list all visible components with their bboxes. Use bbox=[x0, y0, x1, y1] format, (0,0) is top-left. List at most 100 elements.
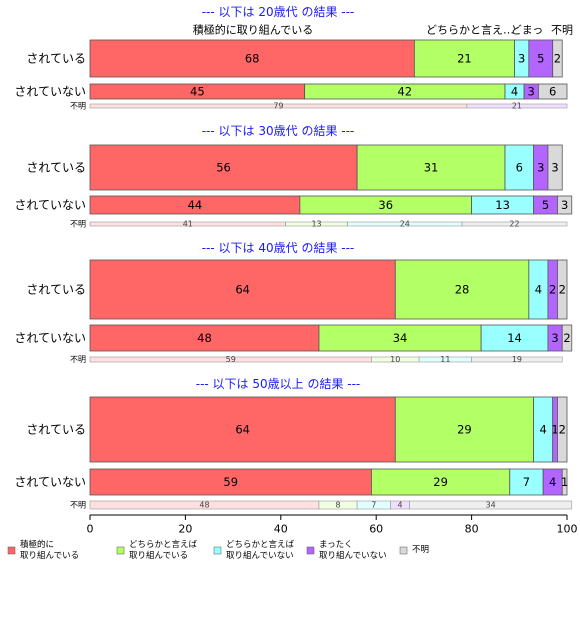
data-label: 14 bbox=[507, 331, 522, 345]
x-tick-label: 60 bbox=[369, 523, 383, 536]
bar-segment bbox=[537, 83, 568, 100]
data-label: 1 bbox=[551, 423, 558, 437]
data-label: 64 bbox=[235, 283, 250, 297]
bar-segment bbox=[356, 144, 506, 191]
data-label: 48 bbox=[197, 331, 212, 345]
data-label: 59 bbox=[223, 475, 238, 489]
bar-segment bbox=[394, 396, 535, 463]
x-tick-label: 0 bbox=[87, 523, 94, 536]
data-label: 2 bbox=[559, 283, 566, 297]
data-label: 5 bbox=[542, 198, 549, 212]
data-label: 3 bbox=[537, 161, 544, 175]
data-label: 79 bbox=[273, 102, 283, 111]
row-label: されている bbox=[26, 161, 86, 175]
row-label: されていない bbox=[14, 475, 86, 489]
legend-label: 取り組んでいない bbox=[226, 550, 294, 561]
data-label: 28 bbox=[455, 283, 470, 297]
bar-segment bbox=[89, 324, 320, 352]
bar-segment bbox=[547, 144, 563, 191]
legend-label: まったく bbox=[319, 540, 353, 550]
data-label: 13 bbox=[311, 220, 321, 229]
legend-swatch bbox=[306, 546, 315, 555]
data-label: 11 bbox=[440, 355, 450, 364]
data-label: 41 bbox=[183, 220, 193, 229]
bar-segment bbox=[89, 39, 415, 78]
bar-segment bbox=[89, 144, 358, 191]
row-label: 不明 bbox=[70, 220, 86, 229]
bar-segment bbox=[466, 103, 568, 109]
data-label: 4 bbox=[511, 85, 518, 99]
data-label: 13 bbox=[495, 198, 510, 212]
category-label: 不明 bbox=[551, 24, 573, 37]
bar-segment bbox=[561, 324, 573, 352]
category-label: どちらかと言え… bbox=[426, 24, 514, 37]
data-label: 44 bbox=[188, 198, 203, 212]
legend-label: 取り組んでいない bbox=[319, 550, 387, 561]
data-label: 34 bbox=[393, 331, 408, 345]
data-label: 3 bbox=[551, 161, 558, 175]
data-label: 45 bbox=[190, 85, 205, 99]
row-label: されていない bbox=[14, 85, 86, 99]
bar-segment bbox=[413, 39, 515, 78]
bar-segment bbox=[561, 468, 568, 496]
data-label: 29 bbox=[433, 475, 448, 489]
legend-swatch bbox=[7, 546, 16, 555]
data-label: 59 bbox=[226, 355, 236, 364]
data-label: 21 bbox=[512, 102, 522, 111]
data-label: 24 bbox=[400, 220, 410, 229]
data-label: 68 bbox=[245, 52, 260, 66]
legend-label: 取り組んでいる bbox=[20, 550, 79, 561]
x-tick-label: 20 bbox=[178, 523, 192, 536]
data-label: 36 bbox=[378, 198, 393, 212]
row-label: されていない bbox=[14, 198, 86, 212]
data-label: 4 bbox=[398, 501, 403, 510]
data-label: 2 bbox=[554, 52, 561, 66]
bar-segment bbox=[89, 468, 372, 496]
legend-label: 積極的に bbox=[20, 539, 54, 550]
data-label: 5 bbox=[537, 52, 544, 66]
x-tick-label: 80 bbox=[465, 523, 479, 536]
data-label: 3 bbox=[561, 198, 568, 212]
legend-swatch bbox=[213, 546, 222, 555]
data-label: 4 bbox=[549, 475, 556, 489]
bar-segment bbox=[394, 259, 530, 320]
category-label: どまっ bbox=[511, 24, 544, 37]
bar-segment bbox=[461, 221, 568, 227]
x-tick-label: 40 bbox=[274, 523, 288, 536]
data-label: 42 bbox=[397, 85, 412, 99]
bar-segment bbox=[557, 195, 573, 215]
data-label: 31 bbox=[424, 161, 439, 175]
data-label: 21 bbox=[457, 52, 472, 66]
data-label: 3 bbox=[528, 85, 535, 99]
row-label: されていない bbox=[14, 331, 86, 345]
data-label: 2 bbox=[559, 423, 566, 437]
panel-title: --- 以下は 20歳代 の結果 --- bbox=[202, 5, 355, 19]
row-label: されている bbox=[26, 52, 86, 66]
bar-segment bbox=[557, 396, 568, 463]
data-label: 4 bbox=[539, 423, 546, 437]
bar-segment bbox=[557, 259, 568, 320]
x-tick-label: 100 bbox=[557, 523, 578, 536]
legend-label: 取り組んでいる bbox=[129, 550, 188, 561]
row-label: 不明 bbox=[70, 102, 86, 111]
data-label: 3 bbox=[518, 52, 525, 66]
data-label: 8 bbox=[335, 501, 340, 510]
data-label: 10 bbox=[390, 355, 400, 364]
data-label: 22 bbox=[509, 220, 519, 229]
bar-segment bbox=[89, 259, 396, 320]
legend-label: どちらかと言えば bbox=[226, 539, 295, 550]
data-label: 48 bbox=[199, 501, 209, 510]
data-label: 7 bbox=[371, 501, 376, 510]
bar-segment bbox=[471, 356, 563, 363]
data-label: 1 bbox=[561, 475, 568, 489]
data-label: 4 bbox=[535, 283, 542, 297]
row-label: されている bbox=[26, 283, 86, 297]
legend-swatch bbox=[116, 546, 125, 555]
data-label: 3 bbox=[551, 331, 558, 345]
panel-title: --- 以下は 30歳代 の結果 --- bbox=[202, 124, 355, 138]
legend-label: 不明 bbox=[412, 545, 429, 555]
category-label: 積極的に取り組んでいる bbox=[193, 23, 313, 37]
bar-segment bbox=[409, 500, 573, 510]
data-label: 64 bbox=[235, 423, 250, 437]
